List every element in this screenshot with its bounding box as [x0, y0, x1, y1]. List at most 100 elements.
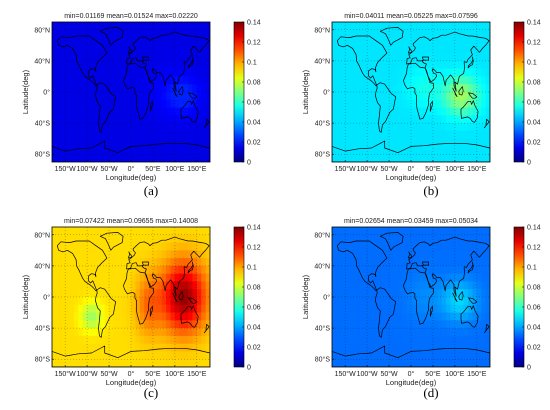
heatmap-cell	[82, 343, 88, 352]
heatmap-cell	[397, 242, 403, 251]
heatmap-cell	[485, 242, 490, 251]
heatmap-cell	[485, 250, 490, 259]
heatmap-cell	[126, 227, 132, 236]
heatmap-cell	[459, 107, 465, 116]
heatmap-cell	[139, 107, 145, 116]
heatmap-cell	[362, 29, 368, 38]
heatmap-cell	[60, 84, 66, 93]
heatmap-cell	[135, 68, 141, 77]
heatmap-cell	[122, 146, 128, 155]
heatmap-cell	[441, 328, 447, 337]
heatmap-cell	[468, 273, 473, 282]
heatmap-cell	[174, 146, 180, 155]
heatmap-cell	[340, 130, 346, 140]
heatmap-cell	[135, 242, 141, 251]
heatmap-cell	[349, 29, 355, 38]
heatmap-cell	[411, 265, 416, 275]
heatmap-cell	[353, 154, 359, 162]
heatmap-cell	[157, 242, 163, 251]
heatmap-cell	[117, 359, 123, 367]
heatmap-cell	[126, 37, 132, 46]
heatmap-cell	[135, 76, 141, 85]
heatmap-cell	[393, 37, 399, 46]
heatmap-cell	[397, 289, 403, 298]
heatmap-cell	[192, 92, 198, 101]
heatmap-cell	[411, 29, 416, 38]
heatmap-cell	[122, 53, 128, 62]
heatmap-cell	[336, 115, 342, 124]
heatmap-cell	[371, 84, 377, 93]
heatmap-cell	[428, 335, 434, 345]
heatmap-cell	[476, 304, 482, 313]
heatmap-cell	[100, 154, 106, 162]
heatmap-cell	[384, 281, 390, 290]
heatmap-cell	[60, 297, 66, 306]
heatmap-cell	[437, 138, 443, 147]
heatmap-cell	[476, 76, 482, 85]
heatmap-cell	[87, 76, 92, 85]
heatmap-cell	[131, 265, 136, 275]
coastline	[172, 292, 178, 303]
heatmap-cell	[345, 68, 350, 77]
heatmap-cell	[411, 92, 416, 101]
heatmap-cell	[485, 84, 490, 93]
heatmap-cell	[166, 45, 171, 54]
heatmap-cell	[157, 130, 163, 140]
heatmap-cell	[144, 37, 149, 46]
heatmap-cell	[100, 138, 106, 147]
heatmap-cell	[157, 304, 163, 313]
heatmap-cell	[56, 123, 62, 132]
heatmap-cell	[476, 84, 482, 93]
heatmap-cell	[109, 107, 114, 116]
heatmap-cell	[52, 60, 57, 70]
heatmap-cell	[161, 250, 167, 259]
heatmap-cell	[192, 115, 198, 124]
coastline	[123, 267, 154, 325]
heatmap-cell	[424, 328, 429, 337]
heatmap-cell	[371, 281, 377, 290]
heatmap-cell	[139, 22, 145, 31]
heatmap-cell	[454, 29, 460, 38]
heatmap-cell	[131, 312, 136, 321]
heatmap-cell	[78, 37, 84, 46]
heatmap-cell	[73, 242, 79, 251]
heatmap-cell	[82, 289, 88, 298]
colorbar: 00.020.040.060.080.10.120.14	[513, 20, 541, 167]
coastline	[336, 35, 388, 87]
heatmap-cell	[117, 146, 123, 155]
heatmap-cell	[349, 265, 355, 275]
heatmap-cell	[205, 265, 210, 275]
heatmap-cell	[450, 138, 456, 147]
heatmap-cell	[56, 304, 62, 313]
heatmap-cell	[371, 107, 377, 116]
heatmap-cell	[424, 242, 429, 251]
heatmap-cell	[424, 234, 429, 243]
heatmap-cell	[371, 99, 377, 108]
heatmap-cell	[122, 320, 128, 329]
heatmap-cell	[380, 297, 386, 306]
heatmap-cell	[389, 60, 394, 70]
heatmap-cell	[402, 22, 408, 31]
heatmap-cell	[411, 250, 416, 259]
heatmap-cell	[450, 68, 456, 77]
heatmap-cell	[468, 37, 473, 46]
heatmap-cell	[78, 68, 84, 77]
coastline	[403, 267, 434, 325]
heatmap-cell	[201, 99, 207, 108]
heatmap-cell	[463, 227, 469, 236]
heatmap-cell	[393, 154, 399, 162]
heatmap-cell	[485, 123, 490, 132]
heatmap-cell	[188, 312, 193, 321]
heatmap-cell	[476, 92, 482, 101]
heatmap-cell	[104, 138, 110, 147]
stats-title: min=0.01169 mean=0.01524 max=0.02220	[64, 13, 198, 20]
heatmap-cell	[144, 227, 149, 236]
heatmap-cell	[73, 343, 79, 352]
heatmap-cell	[419, 304, 425, 313]
heatmap-cell	[174, 60, 180, 70]
heatmap-cell	[82, 273, 88, 282]
heatmap-cell	[56, 335, 62, 345]
heatmap-cell	[441, 130, 447, 140]
heatmap-cell	[353, 289, 359, 298]
heatmap-cell	[95, 273, 101, 282]
